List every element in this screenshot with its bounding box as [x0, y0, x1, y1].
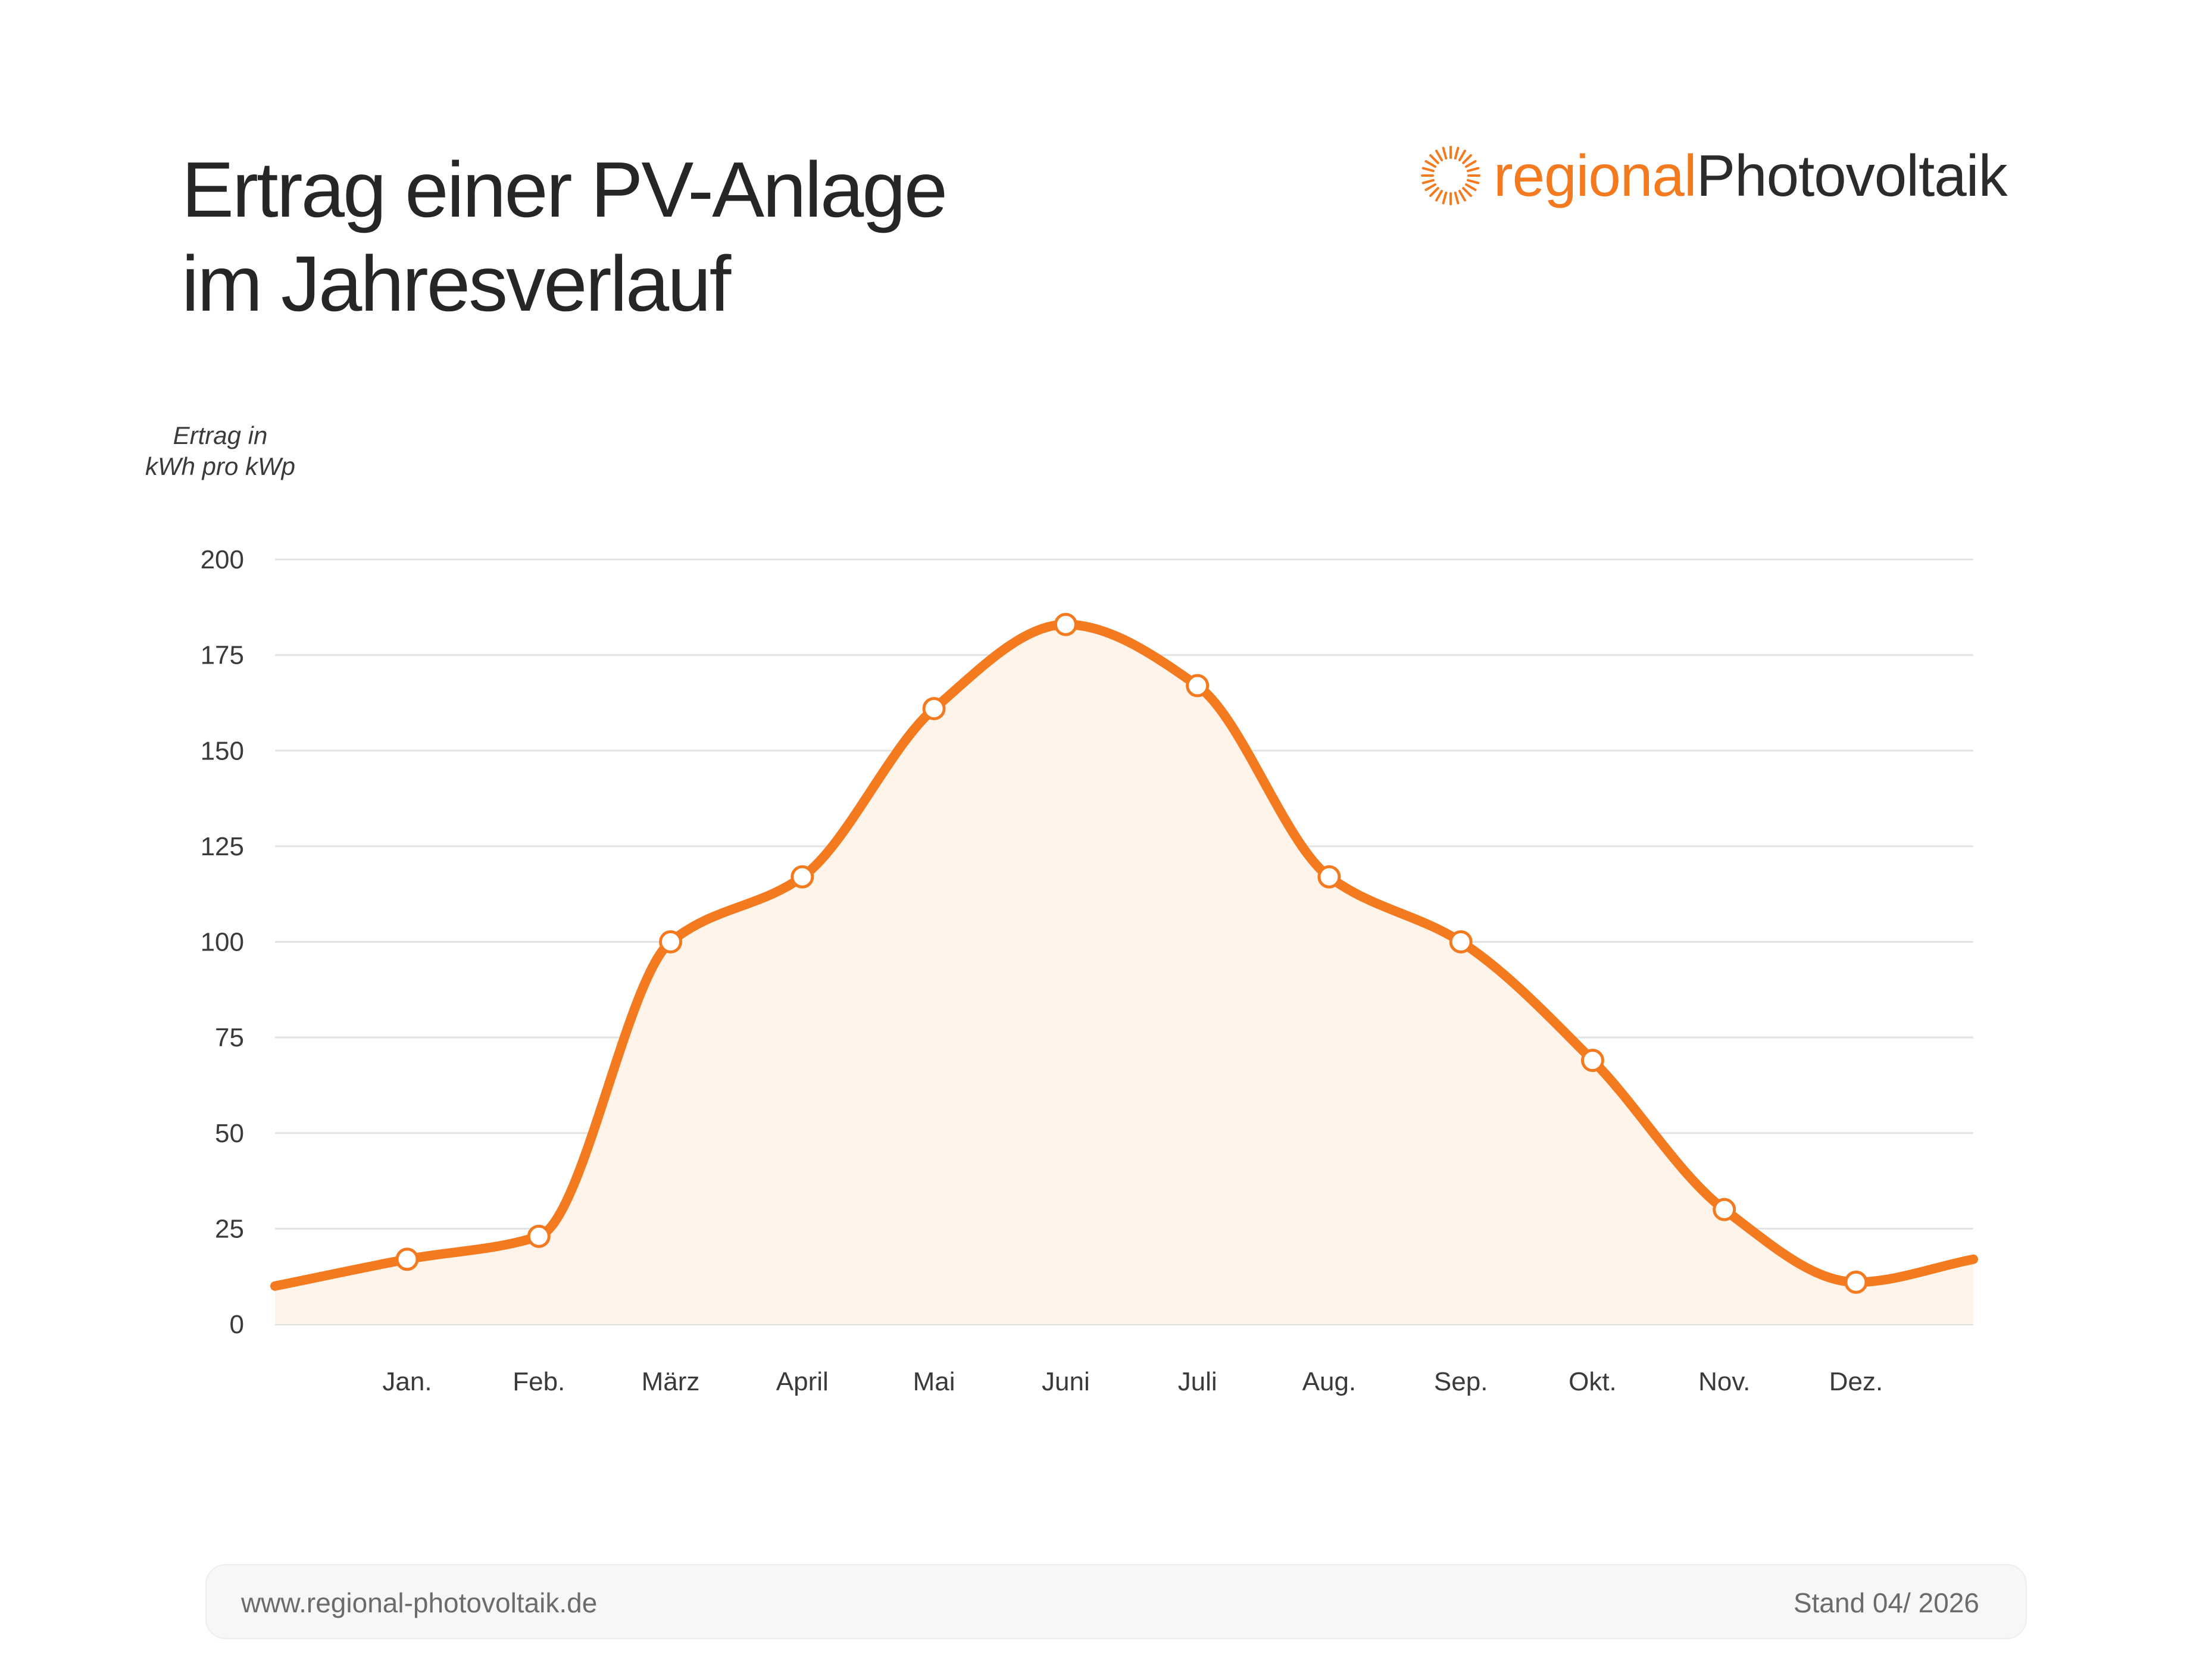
x-tick-label: März [642, 1367, 700, 1396]
x-tick-label: Jan. [382, 1367, 432, 1396]
sun-ray [1458, 189, 1466, 202]
x-tick-label: Dez. [1829, 1367, 1883, 1396]
data-point [1186, 674, 1210, 698]
chart-title: Ertrag einer PV-Anlage im Jahresverlauf [182, 143, 948, 331]
brand-logo-text: regionalPhotovoltaik [1494, 142, 2008, 210]
y-tick-label: 125 [201, 832, 244, 861]
sun-ray [1442, 146, 1448, 160]
sun-rays-icon [1421, 146, 1480, 205]
sun-ray [1424, 160, 1437, 168]
series-line [270, 620, 1978, 1291]
y-tick-label: 150 [201, 736, 244, 765]
x-tick-label: Sep. [1434, 1367, 1488, 1396]
sun-ray [1462, 187, 1472, 197]
sun-ray [1454, 191, 1460, 205]
sun-ray [1429, 187, 1439, 197]
data-point [659, 930, 683, 953]
sun-ray [1435, 189, 1443, 202]
sun-ray [1454, 146, 1460, 160]
sun-ray [1435, 149, 1443, 162]
x-tick-label: Juni [1042, 1367, 1090, 1396]
data-point [1054, 612, 1077, 636]
sun-ray [1429, 154, 1439, 164]
brand-logo: regionalPhotovoltaik [1420, 142, 2008, 210]
sun-ray [1462, 154, 1472, 164]
x-tick-label: Mai [913, 1367, 955, 1396]
x-tick-label: April [776, 1367, 829, 1396]
y-axis-label-line-1: Ertrag in [173, 421, 268, 449]
data-point [1844, 1270, 1868, 1294]
sun-ray [1421, 179, 1435, 185]
y-tick-label: 200 [201, 545, 244, 574]
x-tick-label: Aug. [1302, 1367, 1357, 1396]
data-point [791, 865, 814, 889]
area-fill [275, 624, 1973, 1324]
sun-ray [1442, 191, 1448, 205]
sun-ray [1464, 183, 1477, 191]
data-point [922, 697, 946, 721]
chart-title-line-2: im Jahresverlauf [182, 240, 731, 327]
sun-ray [1458, 149, 1466, 162]
x-tick-label: Okt. [1569, 1367, 1617, 1396]
sun-ray [1466, 167, 1480, 173]
data-point [527, 1224, 551, 1248]
x-tick-label: Feb. [513, 1367, 565, 1396]
footer-bar: www.regional-photovoltaik.de Stand 04/ 2… [205, 1564, 2027, 1639]
y-tick-label: 0 [230, 1310, 244, 1339]
y-axis-label-line-2: kWh pro kWp [145, 452, 296, 480]
footer-stand-date: Stand 04/ 2026 [1793, 1587, 1979, 1618]
y-tick-label: 25 [215, 1214, 244, 1243]
y-tick-label: 100 [201, 928, 244, 957]
y-axis-label: Ertrag in kWh pro kWp [119, 420, 321, 482]
y-tick-label: 75 [215, 1023, 244, 1052]
brand-logo-part-1: regional [1494, 142, 1697, 208]
footer-url: www.regional-photovoltaik.de [241, 1587, 598, 1618]
y-tick-label: 50 [215, 1119, 244, 1148]
data-point [1449, 930, 1473, 953]
data-point [1713, 1197, 1736, 1221]
brand-logo-part-2: Photovoltaik [1696, 142, 2008, 208]
sun-ray [1464, 160, 1477, 168]
x-tick-label: Nov. [1698, 1367, 1750, 1396]
data-point [1317, 865, 1341, 889]
chart-title-line-1: Ertrag einer PV-Anlage [182, 146, 948, 233]
x-tick-label: Juli [1178, 1367, 1217, 1396]
data-point [395, 1247, 419, 1271]
y-tick-label: 175 [201, 641, 244, 670]
sun-ray [1424, 183, 1437, 191]
sun-ray [1466, 179, 1480, 185]
sun-ray [1421, 167, 1435, 173]
data-point [1580, 1049, 1604, 1072]
